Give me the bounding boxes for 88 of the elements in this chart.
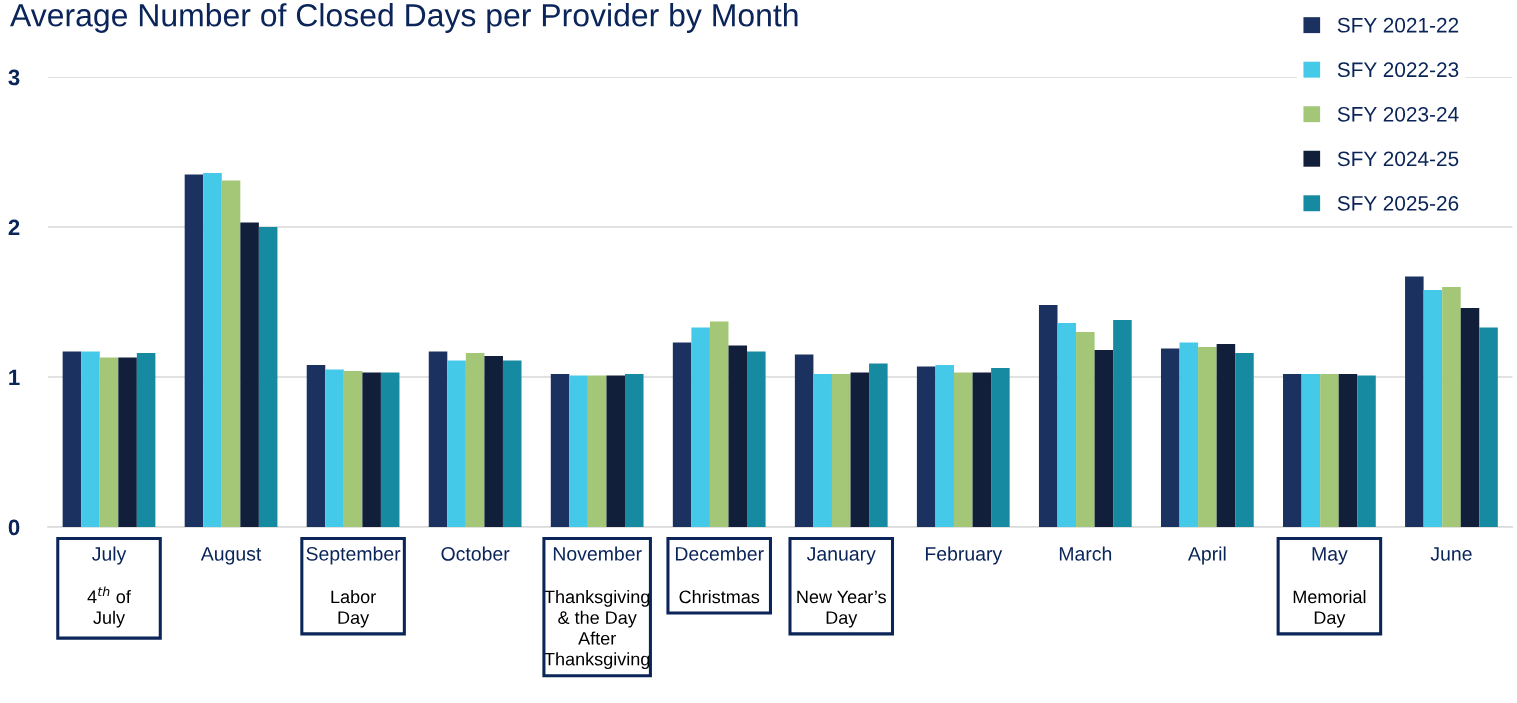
bar (306, 365, 326, 527)
bar (1423, 290, 1443, 527)
bar (954, 372, 973, 527)
bar (972, 372, 992, 527)
legend-label: SFY 2022-23 (1337, 62, 1459, 78)
x-tick-label: January (806, 547, 876, 565)
x-tick-label: July (92, 546, 127, 565)
bar (813, 374, 832, 527)
bar (136, 353, 156, 527)
bar (587, 375, 607, 527)
x-tick-label: December (675, 546, 764, 561)
bar (1357, 375, 1376, 527)
bar (728, 345, 748, 527)
bar (1216, 344, 1236, 527)
bar (380, 372, 400, 527)
bar (1405, 276, 1424, 527)
bar (550, 374, 570, 527)
x-tick-label: October (441, 546, 510, 561)
text: Christmas (679, 590, 760, 604)
bar (1179, 342, 1199, 527)
x-tick-label: April (1187, 546, 1226, 565)
bar (465, 353, 485, 527)
text: Memorial Day (1293, 590, 1366, 628)
bar (1338, 374, 1358, 527)
text: 4$^{th}$ of July (87, 586, 131, 628)
bar (184, 174, 204, 527)
bar (1198, 347, 1217, 527)
bar (672, 342, 692, 527)
legend-label: SFY 2025-26 (1337, 195, 1459, 211)
bar (81, 351, 100, 527)
bar (1301, 374, 1321, 527)
bar (850, 372, 870, 527)
legend-label: SFY 2021-22 (1337, 17, 1459, 33)
bar (1160, 348, 1180, 527)
bar (62, 351, 82, 527)
legend-label: SFY 2024-25 (1337, 151, 1459, 167)
bar (935, 365, 955, 527)
bar (258, 227, 278, 527)
y-tick-label: 2 (8, 219, 20, 236)
x-tick-label: August (200, 547, 262, 565)
bar (447, 360, 466, 527)
x-tick-label: June (1430, 547, 1472, 561)
bar (1038, 305, 1058, 527)
bar (569, 375, 588, 527)
y-tick-label: 3 (8, 69, 20, 86)
bar (709, 321, 729, 527)
bar (99, 357, 119, 527)
bar (203, 173, 222, 527)
bar (794, 354, 814, 527)
bar (1076, 332, 1095, 527)
x-tick-label: March (1059, 546, 1112, 561)
bar (221, 180, 241, 527)
legend-label: SFY 2023-24 (1337, 106, 1459, 122)
y-tick-label: 1 (9, 369, 20, 386)
bar (240, 222, 259, 527)
x-tick-label: September (306, 546, 401, 565)
bar (325, 369, 344, 527)
bar (1320, 374, 1339, 527)
text: New Year’s Day (797, 590, 886, 628)
bar (1460, 308, 1480, 527)
bar (484, 356, 503, 527)
bar (118, 357, 137, 527)
bar (916, 366, 936, 527)
bar (1057, 323, 1077, 527)
bar (362, 372, 381, 527)
x-tick-label: February (925, 546, 1003, 565)
bar (502, 360, 522, 527)
x-tick-label: May (1312, 547, 1348, 565)
bar (624, 374, 644, 527)
bar (1094, 350, 1114, 527)
text: Thanksgiving & the Day After Thanksgiving (544, 590, 650, 670)
bar (1283, 374, 1302, 527)
bar (1442, 287, 1461, 527)
x-tick-label: November (553, 546, 642, 561)
bar (869, 363, 888, 527)
bar (343, 371, 363, 527)
bar (1235, 353, 1254, 527)
bar (1113, 320, 1132, 527)
bar (691, 327, 710, 527)
text: Labor Day (331, 590, 376, 628)
bar (831, 374, 851, 527)
y-tick-label: 0 (8, 519, 20, 536)
chart-title: Average Number of Closed Days per Provider by Month (10, 3, 798, 33)
bar (1479, 327, 1498, 527)
bar (606, 375, 625, 527)
bar (747, 351, 766, 527)
bar (428, 351, 448, 527)
bar (991, 368, 1010, 527)
